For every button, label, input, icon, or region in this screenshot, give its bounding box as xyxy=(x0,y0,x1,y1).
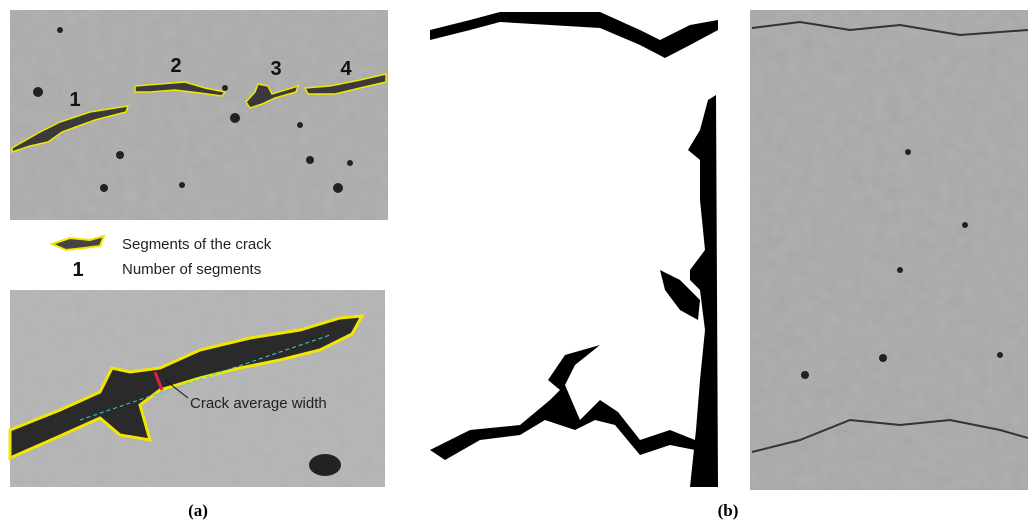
crack-photo-full xyxy=(750,10,1028,490)
legend-symbol: 1 xyxy=(72,259,83,281)
legend-swatch xyxy=(52,236,104,250)
annotation: Crack average width xyxy=(190,395,327,412)
crack-binary-map xyxy=(428,10,718,487)
segment-number: 1 xyxy=(69,89,80,111)
segment-number: 4 xyxy=(340,58,352,80)
legend-label: Number of segments xyxy=(122,261,261,278)
figure: 1 2 3 4 Segments of the crack 1 Number o… xyxy=(0,0,1028,525)
crack-photo-zoom: Crack average width xyxy=(10,290,385,487)
legend-label: Segments of the crack xyxy=(122,236,272,253)
panel-caption: (a) xyxy=(188,501,208,520)
crack-photo-top: 1 2 3 4 xyxy=(10,10,388,220)
panel-caption: (b) xyxy=(718,501,739,520)
segment-number: 3 xyxy=(270,58,281,80)
segment-number: 2 xyxy=(170,55,181,77)
legend: Segments of the crack 1 Number of segmen… xyxy=(52,236,272,281)
